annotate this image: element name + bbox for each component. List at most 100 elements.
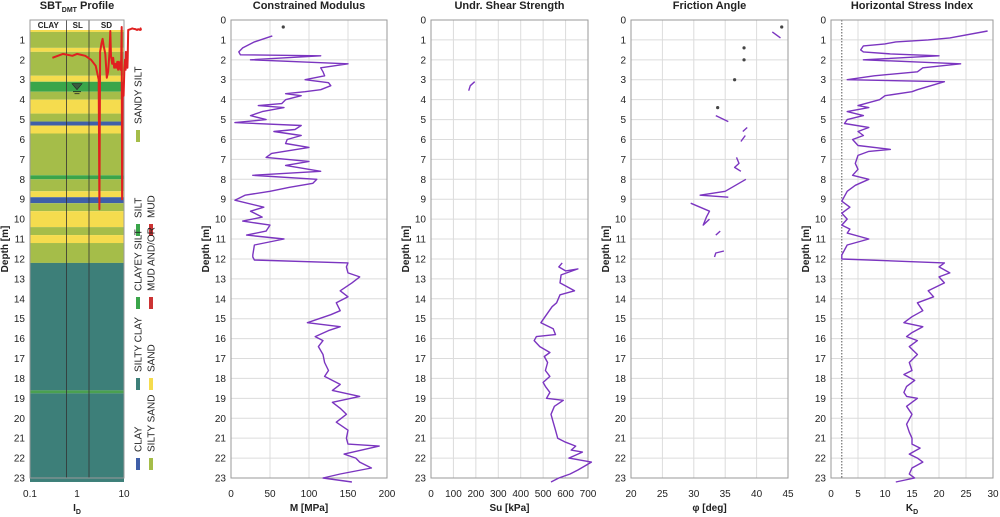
y-tick-label: 18	[215, 374, 227, 385]
x-tick-label: 30	[688, 489, 700, 500]
x-tick-label: 40	[751, 489, 763, 500]
legend-item-2-1: SILT	[134, 198, 145, 236]
y-tick-label: 14	[14, 294, 26, 305]
panel-title-tail: Profile	[77, 0, 114, 12]
y-tick-label: 14	[815, 294, 827, 305]
y-tick-label: 4	[820, 95, 826, 106]
x-axis-label-main: K	[906, 503, 914, 514]
data-point-2	[742, 46, 746, 50]
series-line-1	[841, 30, 988, 483]
y-tick-label: 3	[420, 75, 426, 86]
panel-title-main: SBT	[40, 0, 62, 12]
y-tick-label: 19	[215, 394, 227, 405]
y-tick-label: 4	[220, 95, 226, 106]
panel-2: Constrained Modulus012345678910111213141…	[201, 0, 396, 514]
series-line-5	[733, 157, 742, 172]
plot-frame	[29, 19, 125, 479]
y-tick-label: 16	[415, 334, 427, 345]
y-tick-label: 5	[420, 115, 426, 126]
soil-layer-17	[30, 203, 124, 212]
series-line-3	[742, 126, 748, 133]
x-tick-label: 30	[987, 489, 999, 500]
x-tick-label: 5	[855, 489, 861, 500]
series-line-1	[52, 26, 142, 211]
series-line-2	[533, 262, 593, 483]
soil-layer-14	[30, 179, 124, 192]
y-tick-label: 15	[14, 314, 26, 325]
y-tick-label: 11	[15, 235, 26, 246]
y-tick-label: 9	[220, 195, 226, 206]
legend-swatch	[149, 297, 153, 309]
y-tick-label: 13	[215, 274, 227, 285]
y-tick-label: 3	[19, 75, 25, 86]
legend-swatch	[136, 130, 140, 142]
soil-layer-24	[30, 393, 124, 482]
series-line-7	[690, 202, 711, 226]
x-tick-label: 1	[74, 489, 80, 500]
zone-header-band	[30, 20, 124, 30]
y-tick-label: 6	[820, 135, 826, 146]
x-tick-label: 45	[782, 489, 794, 500]
y-tick-label: 11	[416, 235, 427, 246]
legend-label: SANDY SILT	[134, 67, 145, 124]
legend-swatch	[149, 378, 153, 390]
x-tick-label: 25	[960, 489, 972, 500]
y-tick-label: 18	[815, 374, 827, 385]
legend-item-4-2: SAND	[147, 344, 158, 390]
x-tick-label: 35	[720, 489, 732, 500]
y-tick-label: 8	[220, 175, 226, 186]
y-tick-label: 12	[815, 254, 827, 265]
panel-4: Friction Angle01234567891011121314151617…	[601, 0, 794, 514]
legend-label: SAND	[147, 344, 158, 372]
x-axis-label-sub: D	[913, 509, 918, 516]
y-tick-label: 12	[14, 254, 26, 265]
soil-layer-16	[30, 197, 124, 204]
legend-swatch	[136, 378, 140, 390]
y-tick-label: 4	[420, 95, 426, 106]
y-tick-label: 8	[820, 175, 826, 186]
panel-title: SBTDMT Profile	[40, 0, 114, 14]
soil-layer-11	[30, 125, 124, 134]
y-axis-label: Depth [m]	[201, 226, 212, 273]
x-axis-label: M [MPa]	[290, 503, 328, 514]
y-tick-label: 22	[815, 454, 827, 465]
plot-frame	[230, 19, 388, 479]
y-tick-label: 17	[14, 354, 26, 365]
y-tick-label: 15	[215, 314, 227, 325]
x-axis-label: KD	[906, 503, 918, 516]
soil-layer-15	[30, 191, 124, 198]
y-tick-label: 3	[620, 75, 626, 86]
y-tick-label: 10	[815, 215, 827, 226]
y-tick-label: 2	[620, 55, 626, 66]
y-tick-label: 5	[19, 115, 25, 126]
y-tick-label: 2	[420, 55, 426, 66]
panel-title-sub: DMT	[62, 7, 78, 14]
x-tick-label: 0	[828, 489, 834, 500]
y-tick-label: 7	[19, 155, 25, 166]
y-tick-label: 14	[615, 294, 627, 305]
x-tick-label: 10	[118, 489, 130, 500]
y-tick-label: 6	[620, 135, 626, 146]
y-tick-label: 0	[620, 16, 626, 27]
y-tick-label: 23	[815, 474, 827, 485]
y-tick-label: 15	[615, 314, 627, 325]
x-tick-label: 150	[340, 489, 357, 500]
y-tick-label: 13	[14, 274, 26, 285]
y-tick-label: 8	[19, 175, 25, 186]
zone-label-sd: SD	[101, 21, 112, 30]
legend-label: MUD	[147, 195, 158, 218]
x-tick-label: 10	[879, 489, 891, 500]
soil-layer-22	[30, 262, 124, 391]
legend-swatch	[136, 297, 140, 309]
panel-3: Undr. Shear Strength01234567891011121314…	[401, 0, 597, 514]
legend-label: CLAY	[134, 426, 145, 452]
soil-layer-8	[30, 99, 124, 114]
y-tick-label: 11	[816, 235, 827, 246]
soil-layer-9	[30, 113, 124, 122]
data-point-4	[733, 78, 737, 82]
soil-layer-5	[30, 75, 124, 82]
y-tick-label: 11	[216, 235, 227, 246]
series-line-2	[715, 114, 729, 123]
series-line-1	[468, 81, 476, 91]
y-tick-label: 3	[820, 75, 826, 86]
